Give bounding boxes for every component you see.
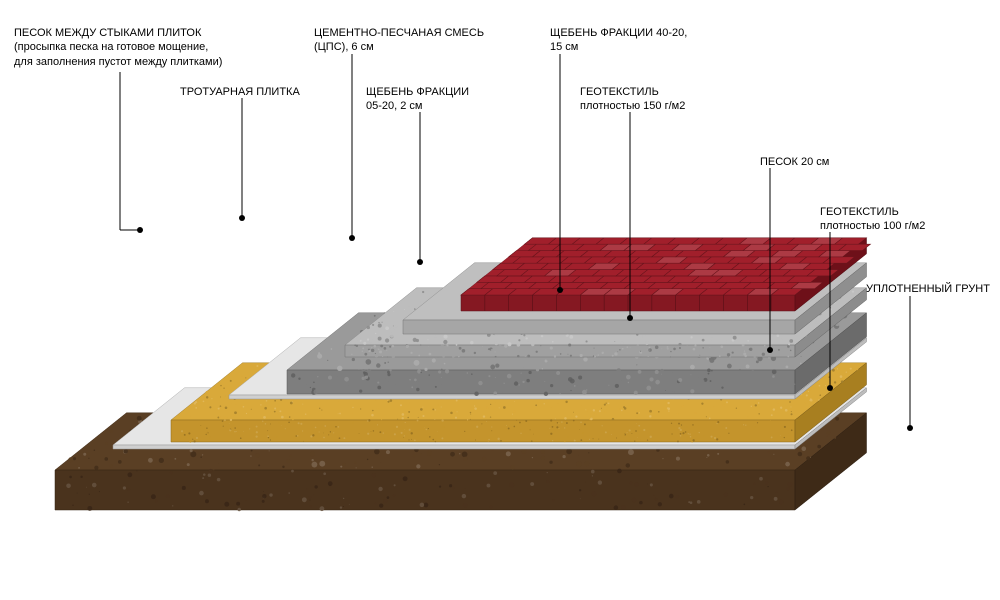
label-sand_lbl: ПЕСОК 20 см bbox=[760, 155, 829, 169]
label-joint_sand: ПЕСОК МЕЖДУ СТЫКАМИ ПЛИТОК(просыпка песк… bbox=[14, 26, 222, 69]
label-gravel_l_lbl: ЩЕБЕНЬ ФРАКЦИИ 40-20,15 см bbox=[550, 26, 687, 55]
label-geo100_lbl: ГЕОТЕКСТИЛЬплотностью 100 г/м2 bbox=[820, 205, 925, 234]
label-title: ЩЕБЕНЬ ФРАКЦИИ 40-20, bbox=[550, 26, 687, 40]
label-gravel_s_lbl: ЩЕБЕНЬ ФРАКЦИИ05-20, 2 см bbox=[366, 85, 469, 114]
label-cps_lbl: ЦЕМЕНТНО-ПЕСЧАНАЯ СМЕСЬ(ЦПС), 6 см bbox=[314, 26, 484, 55]
label-title: ЩЕБЕНЬ ФРАКЦИИ bbox=[366, 85, 469, 99]
paving-layers-diagram bbox=[0, 0, 1000, 600]
label-title: ПЕСОК 20 см bbox=[760, 155, 829, 169]
label-sub: (ЦПС), 6 см bbox=[314, 40, 484, 54]
label-sub: (просыпка песка на готовое мощение, для … bbox=[14, 40, 222, 69]
label-title: ЦЕМЕНТНО-ПЕСЧАНАЯ СМЕСЬ bbox=[314, 26, 484, 40]
label-title: ПЕСОК МЕЖДУ СТЫКАМИ ПЛИТОК bbox=[14, 26, 222, 40]
label-sub: 05-20, 2 см bbox=[366, 99, 469, 113]
label-title: УПЛОТНЕННЫЙ ГРУНТ bbox=[866, 282, 990, 296]
label-pavers_lbl: ТРОТУАРНАЯ ПЛИТКА bbox=[180, 85, 300, 99]
label-geo150_lbl: ГЕОТЕКСТИЛЬплотностью 150 г/м2 bbox=[580, 85, 685, 114]
label-title: ГЕОТЕКСТИЛЬ bbox=[820, 205, 925, 219]
label-sub: 15 см bbox=[550, 40, 687, 54]
label-soil_lbl: УПЛОТНЕННЫЙ ГРУНТ bbox=[866, 282, 990, 296]
label-sub: плотностью 100 г/м2 bbox=[820, 219, 925, 233]
label-title: ГЕОТЕКСТИЛЬ bbox=[580, 85, 685, 99]
label-title: ТРОТУАРНАЯ ПЛИТКА bbox=[180, 85, 300, 99]
label-sub: плотностью 150 г/м2 bbox=[580, 99, 685, 113]
